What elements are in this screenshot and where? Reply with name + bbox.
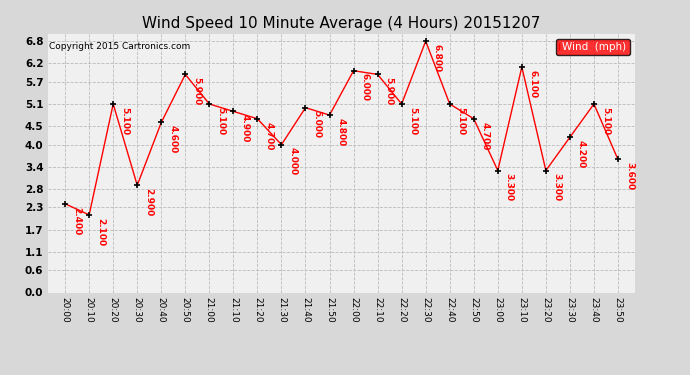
Text: 3.600: 3.600 [625,162,634,190]
Text: 3.300: 3.300 [504,173,514,201]
Text: 5.100: 5.100 [120,107,129,135]
Text: Copyright 2015 Cartronics.com: Copyright 2015 Cartronics.com [49,42,190,51]
Text: 4.900: 4.900 [240,114,249,142]
Text: 4.600: 4.600 [168,125,177,153]
Text: 5.900: 5.900 [384,77,393,105]
Text: 6.800: 6.800 [433,44,442,72]
Text: 5.100: 5.100 [457,107,466,135]
Text: 5.900: 5.900 [193,77,201,105]
Legend: Wind  (mph): Wind (mph) [556,39,629,55]
Text: 6.100: 6.100 [529,70,538,98]
Text: 5.100: 5.100 [216,107,226,135]
Text: 5.000: 5.000 [313,111,322,138]
Text: 2.400: 2.400 [72,207,81,235]
Text: 2.100: 2.100 [96,217,105,246]
Text: 2.900: 2.900 [144,188,153,216]
Text: 5.100: 5.100 [408,107,417,135]
Title: Wind Speed 10 Minute Average (4 Hours) 20151207: Wind Speed 10 Minute Average (4 Hours) 2… [142,16,541,31]
Text: 4.800: 4.800 [337,118,346,146]
Text: 4.200: 4.200 [577,140,586,168]
Text: 4.000: 4.000 [288,147,297,176]
Text: 5.100: 5.100 [601,107,610,135]
Text: 4.700: 4.700 [264,122,273,150]
Text: 3.300: 3.300 [553,173,562,201]
Text: 6.000: 6.000 [360,74,370,102]
Text: 4.700: 4.700 [481,122,490,150]
